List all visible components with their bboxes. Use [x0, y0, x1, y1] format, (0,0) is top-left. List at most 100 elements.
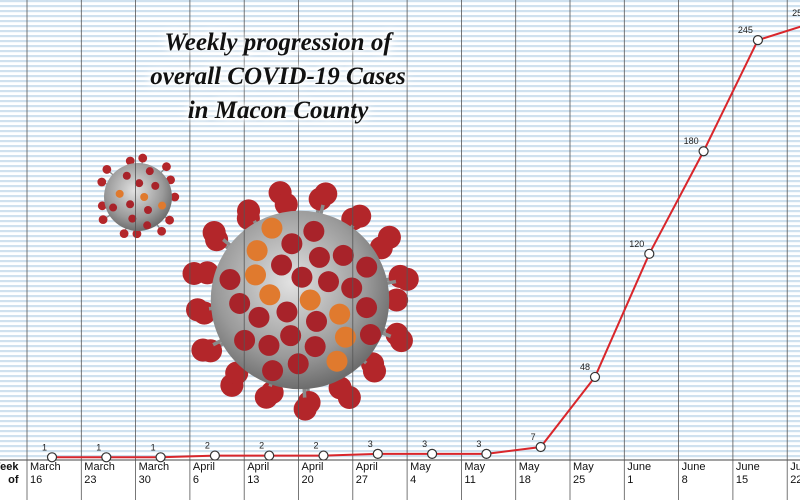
virus: [97, 153, 180, 239]
spike: [202, 220, 226, 245]
surface-spike: [248, 306, 270, 328]
plot: 1 1 1 2 2 2 3 3 3 7 48 120 180 245 255: [42, 8, 800, 463]
x-tick-label: April 6: [192, 461, 215, 486]
surface-spike: [318, 271, 340, 293]
x-tick-label: April 13: [247, 461, 270, 486]
spike: [157, 226, 167, 236]
surface-spike: [291, 266, 313, 288]
surface-spike: [276, 301, 298, 323]
spike: [97, 177, 107, 187]
value-label: 7: [531, 432, 536, 442]
spike: [132, 229, 142, 239]
x-tick-label: June 15: [735, 461, 760, 486]
surface-spike: [140, 193, 149, 201]
x-tick-label: April 27: [355, 461, 378, 486]
surface-spike: [246, 240, 268, 262]
value-label: 2: [313, 441, 318, 451]
x-tick-label: May 25: [573, 461, 594, 486]
chart-title: Weekly progression of overall COVID-19 C…: [150, 29, 406, 124]
spike: [254, 385, 278, 409]
x-tick-label: May 11: [464, 461, 486, 486]
spike: [389, 329, 413, 353]
point: [46, 452, 58, 463]
spike: [97, 201, 107, 211]
surface-spike: [326, 350, 348, 372]
surface-spike: [258, 334, 280, 356]
surface-spike: [356, 297, 378, 319]
spike: [195, 261, 219, 285]
surface-spike: [341, 277, 363, 299]
value-label: 2: [259, 441, 264, 451]
surface-spike: [261, 217, 283, 239]
column-lines: [26, 0, 788, 500]
surface-spike: [299, 289, 321, 311]
x-tick-label: June 1: [627, 461, 652, 486]
point: [752, 34, 764, 46]
surface-spike: [271, 254, 293, 276]
spike: [170, 192, 180, 202]
x-tick-label: March 30: [138, 461, 170, 486]
point: [372, 448, 383, 459]
value-label: 48: [580, 362, 590, 372]
surface-spike: [109, 203, 118, 212]
surface-spike: [158, 201, 167, 210]
surface-spike: [259, 284, 281, 306]
virus-illustrations: [97, 153, 419, 421]
spike: [102, 165, 112, 174]
point: [155, 452, 166, 463]
spike: [385, 288, 409, 312]
value-label: 120: [629, 239, 644, 249]
value-label: 3: [422, 439, 427, 449]
x-axis-label: Week of: [0, 461, 19, 486]
spike: [98, 215, 108, 225]
surface-spike: [126, 200, 135, 209]
value-label: 180: [684, 136, 699, 146]
virus: [182, 181, 419, 421]
point: [264, 450, 275, 461]
surface-spike: [303, 220, 325, 242]
x-tick-label: May 4: [410, 461, 431, 486]
x-tick-label: June 22: [790, 461, 800, 486]
point: [481, 448, 492, 459]
surface-spike: [122, 171, 131, 180]
spike: [293, 397, 317, 421]
spike: [191, 338, 215, 362]
virus-body: [104, 163, 172, 231]
value-label: 245: [738, 25, 753, 35]
spike: [348, 204, 372, 228]
point: [209, 450, 220, 461]
x-tick-label: March 16: [30, 461, 61, 486]
surface-spike: [245, 264, 267, 286]
value-label: 255: [792, 8, 800, 18]
surface-spike: [229, 292, 251, 314]
surface-spike: [308, 246, 330, 268]
surface-spike: [219, 269, 241, 291]
x-tick-label: May 18: [518, 461, 540, 486]
x-tick-label: June 8: [681, 461, 706, 486]
label-band: [0, 460, 800, 500]
spike: [125, 156, 135, 166]
point: [101, 452, 112, 463]
point: [644, 248, 655, 259]
surface-spike: [306, 310, 328, 332]
x-tick-label: April 20: [301, 461, 324, 486]
value-label: 1: [151, 442, 156, 452]
surface-spike: [304, 336, 326, 358]
value-label: 2: [205, 441, 210, 451]
point: [318, 450, 329, 461]
value-label: 1: [96, 442, 101, 452]
point: [535, 441, 546, 453]
surface-spike: [145, 167, 154, 176]
point: [589, 371, 601, 383]
surface-spike: [280, 325, 302, 347]
surface-spike: [356, 256, 378, 278]
surface-spike: [262, 360, 284, 382]
spike: [186, 298, 210, 322]
surface-spike: [128, 214, 137, 223]
surface-spike: [115, 189, 124, 198]
spike: [237, 199, 261, 223]
spike: [314, 182, 338, 206]
point: [427, 448, 438, 459]
surface-spike: [359, 324, 381, 346]
